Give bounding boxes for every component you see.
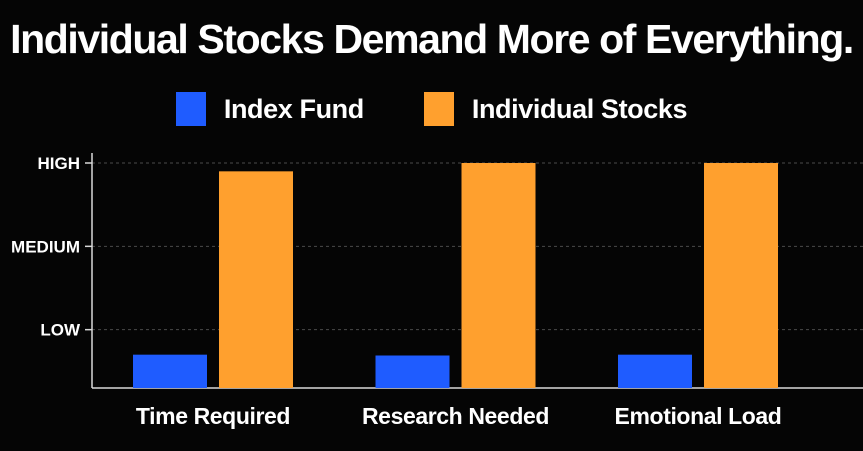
bar-index-fund-time-required [133, 354, 207, 388]
legend: Index Fund Individual Stocks [0, 92, 863, 126]
y-tick-label-medium: MEDIUM [11, 237, 80, 256]
legend-item-individual-stocks: Individual Stocks [423, 92, 688, 126]
x-tick-label-emotional-load: Emotional Load [615, 403, 782, 429]
legend-swatch-index-fund [175, 92, 206, 126]
x-tick-label-time-required: Time Required [136, 403, 290, 429]
bar-individual-stocks-time-required [219, 171, 293, 388]
y-tick-label-low: LOW [40, 321, 81, 340]
chart-title: Individual Stocks Demand More of Everyth… [10, 16, 854, 62]
legend-swatch-individual-stocks [423, 92, 454, 126]
legend-label-index-fund: Index Fund [223, 93, 364, 124]
bar-individual-stocks-emotional-load [704, 163, 778, 388]
bar-index-fund-emotional-load [618, 354, 692, 388]
bar-individual-stocks-research-needed [461, 163, 536, 388]
y-tick-label-high: HIGH [38, 154, 81, 173]
legend-label-individual-stocks: Individual Stocks [471, 93, 688, 124]
bar-index-fund-research-needed [375, 355, 450, 388]
legend-item-index-fund: Index Fund [175, 92, 364, 126]
x-tick-label-research-needed: Research Needed [362, 403, 549, 429]
